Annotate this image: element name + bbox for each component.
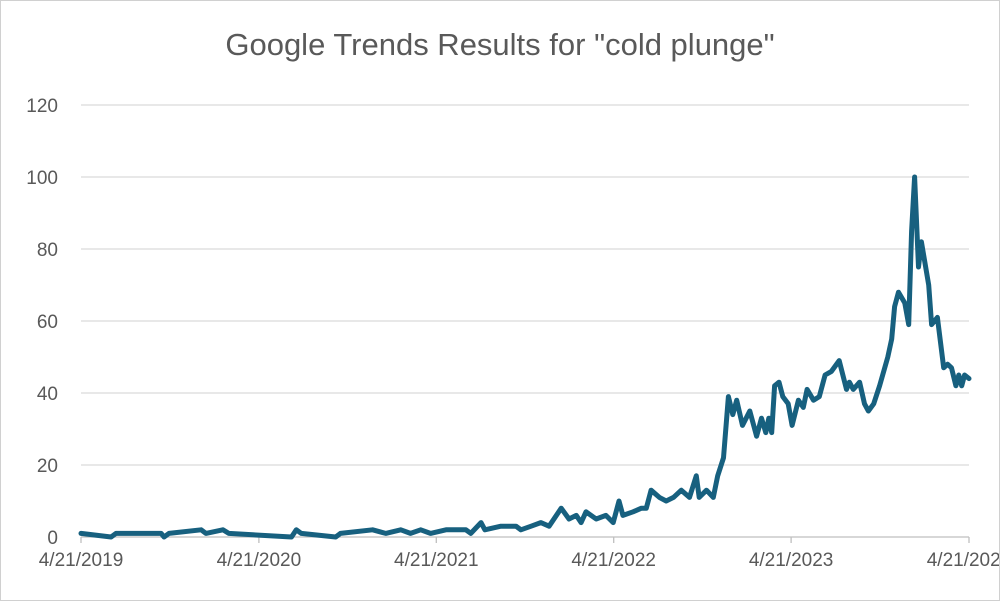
y-tick-label: 60 — [37, 312, 58, 333]
x-tick-label: 4/21/2022 — [571, 550, 656, 571]
x-tick-label: 4/21/2023 — [749, 550, 834, 571]
x-tick-label: 4/21/2021 — [394, 550, 479, 571]
y-tick-label: 120 — [26, 96, 58, 117]
y-tick-label: 80 — [37, 240, 58, 261]
series-line — [78, 174, 972, 540]
y-tick-label: 0 — [47, 528, 58, 549]
x-tick-label: 4/21/2024 — [927, 550, 999, 571]
x-tick-label: 4/21/2020 — [217, 550, 302, 571]
chart-title: Google Trends Results for "cold plunge" — [225, 27, 775, 62]
y-tick-label: 20 — [37, 456, 58, 477]
y-tick-label: 100 — [26, 168, 58, 189]
x-tick-label: 4/21/2019 — [39, 550, 124, 571]
y-tick-label: 40 — [37, 384, 58, 405]
